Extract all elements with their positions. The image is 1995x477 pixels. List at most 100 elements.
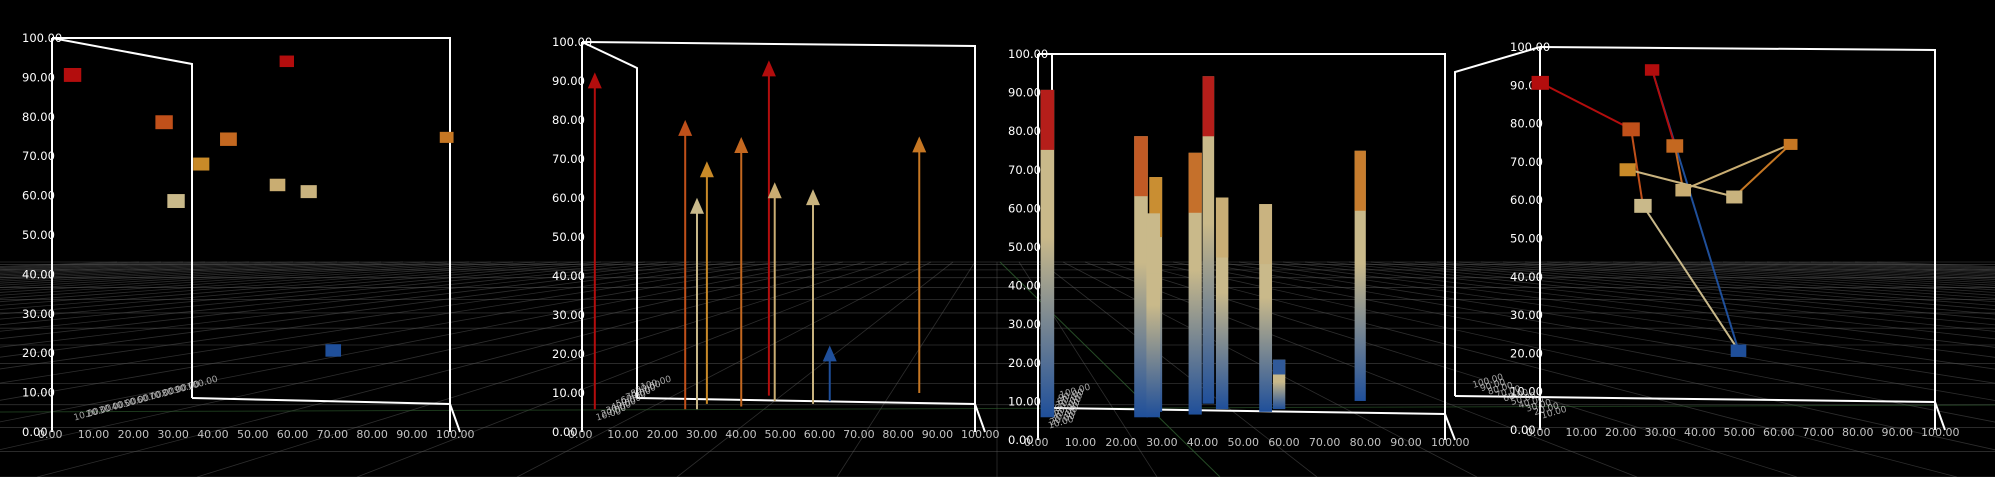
floor-axis-line [999, 261, 1221, 477]
bar-cap [1259, 204, 1273, 265]
floor-grid-line [0, 261, 778, 384]
data-point [325, 344, 342, 357]
y-tick-label: 90.00 [22, 70, 55, 84]
floor-grid-line [1458, 261, 1995, 303]
stem-arrowhead [678, 119, 693, 136]
bar [1040, 89, 1055, 418]
y-tick-label: 50.00 [22, 228, 55, 242]
y-tick-label: 60.00 [1510, 193, 1543, 207]
floor-grid-line [1546, 261, 1995, 291]
floor-grid-line [0, 261, 492, 296]
stem-arrowhead [912, 136, 927, 153]
y-tick-label: 0.00 [1510, 423, 1536, 437]
floor-grid-line [0, 261, 624, 320]
y-tick-label: 50.00 [552, 230, 585, 244]
floor-grid-line [676, 261, 954, 477]
y-tick-label: 10.00 [22, 386, 55, 400]
floor-grid-line [1150, 261, 1995, 451]
x-tick-label: 40.00 [197, 428, 229, 441]
floor-grid-line [1480, 261, 1995, 299]
y-tick-label: 100.00 [1008, 47, 1048, 61]
y-tick-label: 90.00 [552, 74, 585, 88]
floor-grid-line [1260, 261, 1995, 358]
y-tick-label: 0.00 [1008, 433, 1034, 447]
series-line-segment [1627, 168, 1735, 198]
x-tick-label: 0.00 [1526, 426, 1551, 439]
series-line-segment [1733, 143, 1792, 198]
x-tick-label: 10.00 [1566, 426, 1598, 439]
stem-arrowhead [806, 189, 820, 206]
x-tick-label: 80.00 [1350, 436, 1382, 449]
data-point [1644, 64, 1660, 76]
floor-grid-line [0, 261, 734, 358]
stem-arrowhead [767, 182, 782, 199]
y-tick-label: 40.00 [22, 267, 55, 281]
box-back-edge [1539, 46, 1936, 430]
box-back-edge [581, 41, 976, 432]
x-tick-label: 0.00 [38, 428, 63, 441]
floor-grid-line [0, 261, 602, 315]
x-tick-label: 0.00 [568, 428, 593, 441]
bar [1134, 136, 1148, 418]
y-tick-label: 80.00 [22, 110, 55, 124]
x-tick-label: 100.00 [1921, 426, 1960, 439]
data-point [279, 55, 294, 68]
y-tick-label: 10.00 [1008, 394, 1041, 408]
series-line-segment [1630, 128, 1644, 206]
chart-box [1454, 46, 1946, 431]
x-tick-label: 50.00 [1724, 426, 1756, 439]
y-tick-label: 50.00 [1008, 240, 1041, 254]
floor-grid-line [1216, 261, 1995, 384]
floor-grid-line [0, 261, 514, 299]
x-tick-label: 90.00 [1390, 436, 1422, 449]
x-tick-label: 50.00 [1228, 436, 1260, 449]
data-point [1622, 122, 1640, 137]
floor-grid-line [0, 261, 558, 306]
floor-grid-line [356, 261, 910, 477]
bar-cap [1215, 197, 1229, 258]
x-tick-label: 40.00 [725, 428, 757, 441]
x-tick-label: 70.00 [843, 428, 875, 441]
series-line-segment [1682, 143, 1791, 191]
y-tick-label: 0.00 [552, 425, 578, 439]
y-tick-label: 70.00 [1008, 163, 1041, 177]
x-tick-label: 40.00 [1187, 436, 1219, 449]
floor-grid-line [1040, 261, 1318, 477]
bar-cap [1040, 89, 1055, 150]
floor-grid-line [1194, 261, 1995, 401]
floor-grid-line [836, 261, 976, 477]
y-tick-label: 40.00 [552, 269, 585, 283]
floor-grid-line [0, 261, 162, 270]
y-tick-label: 10.00 [1510, 385, 1543, 399]
box-side-edge [581, 41, 638, 398]
y-tick-label: 20.00 [1008, 356, 1041, 370]
y-tick-label: 80.00 [1510, 117, 1543, 131]
data-point [167, 194, 185, 208]
data-point [1730, 344, 1747, 357]
x-tick-label: 10.00 [1065, 436, 1097, 449]
box-back-edge [1038, 53, 1446, 440]
chart-box [51, 37, 461, 433]
box-floor-edge [1454, 395, 1946, 431]
x-tick-label: 90.00 [396, 428, 428, 441]
floor-grid-line [0, 261, 668, 332]
floor-grid-line [196, 261, 888, 477]
y-tick-label: 80.00 [1008, 124, 1041, 138]
y-tick-label: 20.00 [1510, 346, 1543, 360]
y-tick-label: 60.00 [22, 189, 55, 203]
floor-grid-line [516, 261, 932, 477]
floor-grid-line [0, 261, 184, 271]
chart-panel-1: 0.00 10.00 20.00 30.00 40.00 50.00 60.00 70.00 8… [22, 31, 475, 441]
floor-grid-line [1304, 261, 1995, 340]
y-tick-label: 60.00 [1008, 201, 1041, 215]
x-tick-label: 80.00 [1842, 426, 1874, 439]
floor-grid-line [1810, 261, 1995, 271]
floor-grid-line [0, 261, 580, 310]
chart-panel-4: 0.00 10.00 20.00 30.00 40.00 50.00 60.00 70.00 8… [1454, 40, 1960, 439]
data-point [1783, 138, 1798, 150]
box-side-edge [51, 37, 193, 398]
bar-cap [1202, 76, 1215, 137]
floor-grid-line [0, 261, 844, 451]
y-tick-label: 40.00 [1008, 279, 1041, 293]
data-marks [587, 60, 927, 410]
